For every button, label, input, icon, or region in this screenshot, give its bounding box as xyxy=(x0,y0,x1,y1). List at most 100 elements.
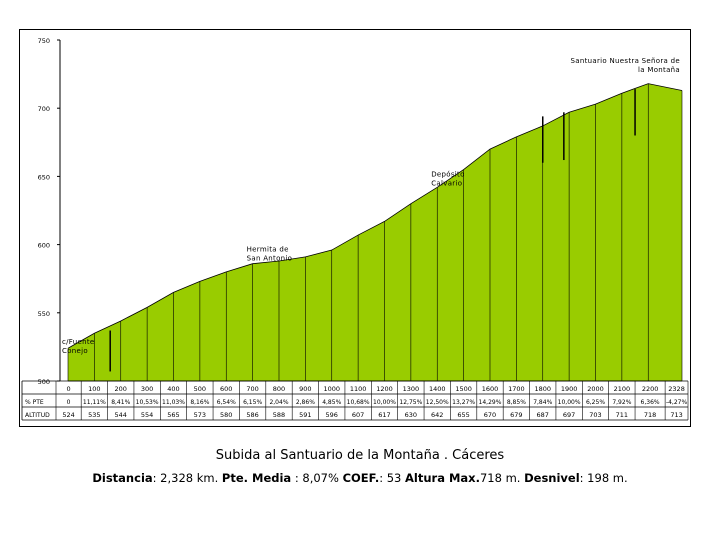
profile-area xyxy=(68,83,682,381)
pct-label: 14,29% xyxy=(479,399,502,406)
row-label-pct: % PTE xyxy=(25,399,44,406)
alt-label: 588 xyxy=(273,411,285,419)
y-tick-label: 700 xyxy=(38,105,50,113)
pct-label: 7,92% xyxy=(612,399,631,406)
pct-label: 13,27% xyxy=(452,399,475,406)
x-tick-label: 1400 xyxy=(429,385,446,393)
x-tick-label: 600 xyxy=(220,385,232,393)
pct-label: 8,41% xyxy=(111,399,130,406)
pct-label: 6,36% xyxy=(641,399,660,406)
alt-label: 607 xyxy=(352,411,364,419)
alt-label: 630 xyxy=(405,411,417,419)
annotation-label: Santuario Nuestra Señora de xyxy=(571,57,680,65)
alt-label: 617 xyxy=(378,411,390,419)
distance-value: : 2,328 km. xyxy=(152,471,222,485)
alt-label: 679 xyxy=(510,411,522,419)
y-tick-label: 750 xyxy=(38,37,50,45)
x-tick-label: 300 xyxy=(141,385,153,393)
x-tick-label: 2000 xyxy=(587,385,604,393)
y-tick-label: 600 xyxy=(38,242,50,250)
pct-label: 11,03% xyxy=(162,399,185,406)
desnivel-label: Desnivel xyxy=(524,471,580,485)
x-tick-label: 1900 xyxy=(561,385,578,393)
y-tick-label: 550 xyxy=(38,310,50,318)
annotation-label: San Antonio xyxy=(247,254,293,262)
alt-label: 703 xyxy=(589,411,601,419)
alt-label: 580 xyxy=(220,411,232,419)
x-tick-label: 1500 xyxy=(455,385,472,393)
pct-label: 12,75% xyxy=(399,399,422,406)
x-tick-label: 900 xyxy=(299,385,311,393)
annotation-label: la Montaña xyxy=(638,66,680,74)
x-tick-label: 200 xyxy=(115,385,127,393)
pct-label: 10,00% xyxy=(558,399,581,406)
alt-label: 535 xyxy=(88,411,100,419)
x-tick-label: 100 xyxy=(88,385,100,393)
pct-label: 0 xyxy=(67,399,71,406)
x-tick-label: 1300 xyxy=(403,385,420,393)
y-tick-label: 500 xyxy=(38,378,50,386)
distance-label: Distancia xyxy=(92,471,153,485)
pct-label: 12,50% xyxy=(426,399,449,406)
alt-label: 687 xyxy=(537,411,549,419)
desnivel-value: : 198 m. xyxy=(579,471,628,485)
y-tick-label: 650 xyxy=(38,173,50,181)
alt-label: 544 xyxy=(115,411,127,419)
pte-value: : 8,07% xyxy=(291,471,343,485)
pct-label: 6,25% xyxy=(586,399,605,406)
x-tick-label: 2200 xyxy=(642,385,659,393)
pct-label: 8,85% xyxy=(507,399,526,406)
pct-label: 11,11% xyxy=(83,399,106,406)
x-tick-label: 1700 xyxy=(508,385,525,393)
alt-label: 713 xyxy=(670,411,682,419)
alt-label: 524 xyxy=(62,411,74,419)
annotation-label: Conejo xyxy=(62,347,88,355)
pct-label: 4,85% xyxy=(322,399,341,406)
annotation-label: Depósito xyxy=(431,170,464,178)
x-tick-label: 1100 xyxy=(350,385,367,393)
alt-label: 573 xyxy=(194,411,206,419)
alt-label: 670 xyxy=(484,411,496,419)
profile-line xyxy=(67,83,683,349)
coef-value: : 53 xyxy=(379,471,406,485)
pct-label: 10,00% xyxy=(373,399,396,406)
alt-label: 591 xyxy=(299,411,311,419)
annotation-label: c/Fuente xyxy=(62,338,94,346)
alt-label: 642 xyxy=(431,411,443,419)
x-tick-label: 2328 xyxy=(668,385,685,393)
x-tick-label: 2100 xyxy=(614,385,631,393)
pct-label: 2,04% xyxy=(269,399,288,406)
pct-label: 6,54% xyxy=(217,399,236,406)
pct-label: 10,53% xyxy=(136,399,159,406)
altmax-value: 718 m. xyxy=(479,471,525,485)
x-tick-label: 700 xyxy=(246,385,258,393)
alt-label: 596 xyxy=(326,411,338,419)
x-tick-label: 0 xyxy=(67,385,71,393)
alt-label: 586 xyxy=(246,411,258,419)
pte-label: Pte. Media xyxy=(221,471,292,485)
annotation-label: Calvario xyxy=(431,179,462,187)
altmax-label: Altura Max. xyxy=(405,471,480,485)
pct-label: 7,84% xyxy=(533,399,552,406)
alt-label: 565 xyxy=(167,411,179,419)
alt-label: 655 xyxy=(457,411,469,419)
pct-label: -4,27% xyxy=(666,399,688,406)
x-tick-label: 500 xyxy=(194,385,206,393)
alt-label: 718 xyxy=(644,411,656,419)
alt-label: 711 xyxy=(616,411,628,419)
x-tick-label: 1800 xyxy=(534,385,551,393)
annotation-label: Hermita de xyxy=(247,245,289,253)
x-tick-label: 1000 xyxy=(323,385,340,393)
chart-frame: 500 550 600 650 700 750 c/Fuente Conejo Hermita … xyxy=(19,29,691,427)
chart-title: Subida al Santuario de la Montaña . Cáce… xyxy=(215,448,505,463)
stats-line: Distancia: 2,328 km. Pte. Media : 8,07% … xyxy=(0,471,720,485)
x-tick-label: 400 xyxy=(167,385,179,393)
pct-label: 10,68% xyxy=(347,399,370,406)
x-tick-label: 1200 xyxy=(376,385,393,393)
x-tick-label: 800 xyxy=(273,385,285,393)
alt-label: 554 xyxy=(141,411,153,419)
pct-label: 2,86% xyxy=(296,399,315,406)
coef-label: COEF. xyxy=(342,471,380,485)
pct-label: 8,16% xyxy=(190,399,209,406)
